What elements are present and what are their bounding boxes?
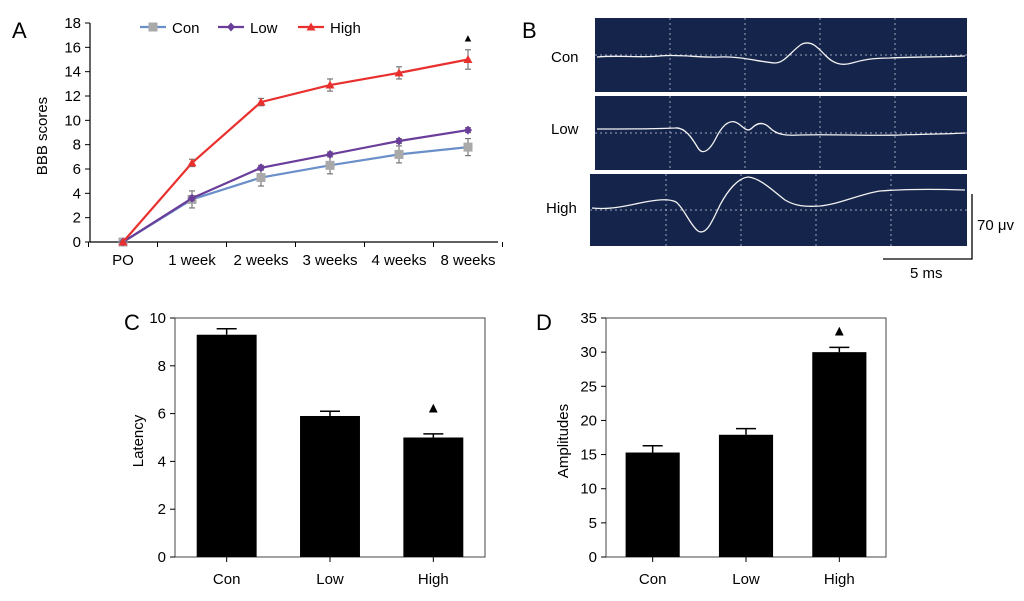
panel-a-ytick-label: 8 bbox=[73, 137, 81, 154]
series-marker bbox=[325, 80, 335, 89]
panel-a-letter: A bbox=[12, 18, 27, 43]
series-marker bbox=[227, 22, 235, 32]
panel-b-traces: Con Low High 70 μv 5 ms bbox=[546, 18, 1014, 282]
legend-label-con: Con bbox=[172, 20, 200, 37]
trace-grid bbox=[590, 18, 967, 246]
panel-a-legend: Con Low High bbox=[140, 20, 361, 37]
trace-waveform-high bbox=[591, 176, 966, 233]
scale-bar bbox=[883, 194, 973, 260]
panel-c-ytick-label: 0 bbox=[158, 549, 166, 566]
panel-c-xtick-label: Con bbox=[213, 571, 241, 588]
trace-label-high: High bbox=[546, 200, 577, 217]
panel-a-ytick-label: 0 bbox=[73, 234, 81, 251]
panel-d-significance-marker: ▲ bbox=[832, 323, 847, 340]
legend-label-low: Low bbox=[250, 20, 278, 37]
panel-d-bar-con bbox=[625, 452, 680, 557]
panel-a-ylabel: BBB scores bbox=[34, 97, 51, 175]
panel-a-ytick-label: 18 bbox=[64, 15, 81, 32]
panel-a-ytick-label: 12 bbox=[64, 88, 81, 105]
series-marker bbox=[118, 237, 128, 246]
series-marker bbox=[148, 22, 158, 32]
panel-c-ytick-label: 4 bbox=[158, 453, 166, 470]
trace-waveform-con bbox=[596, 42, 966, 65]
panel-a-ytick-label: 16 bbox=[64, 39, 81, 56]
panel-a-ytick-label: 2 bbox=[73, 210, 81, 227]
panel-d-ylabel: Amplitudes bbox=[555, 404, 572, 478]
panel-d-letter: D bbox=[536, 310, 552, 335]
series-marker bbox=[394, 149, 404, 159]
series-marker bbox=[326, 149, 334, 159]
panel-d-ytick-label: 35 bbox=[580, 310, 597, 327]
panel-b-letter: B bbox=[522, 18, 537, 43]
trace-waveform-low bbox=[596, 120, 966, 153]
panel-c-ytick-label: 2 bbox=[158, 501, 166, 518]
panel-a-significance-marker: ▲ bbox=[463, 33, 474, 45]
panel-c-ytick-label: 8 bbox=[158, 358, 166, 375]
panel-a-xtick-label: 2 weeks bbox=[233, 252, 288, 269]
scale-bar-voltage-label: 70 μv bbox=[977, 217, 1014, 234]
series-con bbox=[118, 137, 473, 247]
panel-c-letter: C bbox=[124, 310, 140, 335]
trace-box-high bbox=[590, 174, 967, 246]
panel-d-xtick-label: Con bbox=[639, 571, 667, 588]
scale-bar-time-label: 5 ms bbox=[910, 265, 943, 282]
series-marker bbox=[395, 136, 403, 146]
panel-d-ytick-label: 30 bbox=[580, 344, 597, 361]
panel-c-significance-marker: ▲ bbox=[426, 399, 441, 416]
panel-d-bar-low bbox=[718, 434, 774, 557]
panel-a-line-chart: BBB scores Con Low High 0 2 4 6 8 10 12 14 16 18 PO 1… bbox=[34, 15, 503, 269]
trace-label-con: Con bbox=[551, 49, 579, 66]
panel-c-ylabel: Latency bbox=[130, 414, 147, 467]
series-marker bbox=[306, 22, 316, 31]
panel-d-xtick-label: High bbox=[824, 571, 855, 588]
panel-d-ytick-label: 20 bbox=[580, 412, 597, 429]
series-marker bbox=[463, 55, 473, 63]
panel-a-ytick-label: 10 bbox=[64, 112, 81, 129]
panel-c-bar-low bbox=[300, 415, 360, 557]
panel-a-xtick-label: 1 week bbox=[168, 252, 216, 269]
panel-d-ytick-label: 5 bbox=[589, 515, 597, 532]
panel-a-xtick-label: 3 weeks bbox=[302, 252, 357, 269]
series-marker bbox=[187, 158, 197, 167]
panel-a-ytick-label: 4 bbox=[73, 185, 81, 202]
series-marker bbox=[256, 173, 266, 183]
panel-c-xtick-label: Low bbox=[316, 571, 344, 588]
series-marker bbox=[325, 160, 335, 170]
panel-d-xtick-label: Low bbox=[732, 571, 760, 588]
panel-c-ytick-label: 6 bbox=[158, 406, 166, 423]
panel-c-ytick-label: 10 bbox=[149, 310, 166, 327]
panel-d-ytick-label: 0 bbox=[589, 549, 597, 566]
panel-a-ytick-label: 6 bbox=[73, 161, 81, 178]
panel-d-bar-chart: Amplitudes 0 5 10 15 20 25 30 35 Con Low High ▲ bbox=[555, 310, 887, 588]
panel-a-xtick-label: 4 weeks bbox=[371, 252, 426, 269]
series-marker bbox=[188, 193, 196, 203]
series-line-high bbox=[122, 58, 469, 243]
legend-label-high: High bbox=[330, 20, 361, 37]
panel-a-xtick-label: 8 weeks bbox=[440, 252, 495, 269]
series-line-low bbox=[122, 128, 469, 243]
panel-a-ytick-label: 14 bbox=[64, 64, 81, 81]
series-marker bbox=[464, 125, 472, 135]
series-marker bbox=[257, 163, 265, 173]
trace-label-low: Low bbox=[551, 121, 579, 138]
panel-c-bar-con bbox=[196, 334, 257, 557]
series-marker bbox=[394, 68, 404, 77]
series-marker bbox=[256, 97, 266, 106]
series-high bbox=[118, 49, 473, 246]
panel-d-ytick-label: 15 bbox=[580, 447, 597, 464]
panel-d-bar-high bbox=[812, 352, 867, 557]
panel-a-xtick-label: PO bbox=[112, 252, 134, 269]
panel-d-ytick-label: 25 bbox=[580, 378, 597, 395]
panel-c-xtick-label: High bbox=[418, 571, 449, 588]
panel-c-bar-high bbox=[403, 437, 464, 557]
panel-c-bar-chart: Latency 0 2 4 6 8 10 Con Low High ▲ bbox=[130, 310, 486, 588]
series-marker bbox=[463, 142, 473, 152]
panel-d-ytick-label: 10 bbox=[580, 481, 597, 498]
